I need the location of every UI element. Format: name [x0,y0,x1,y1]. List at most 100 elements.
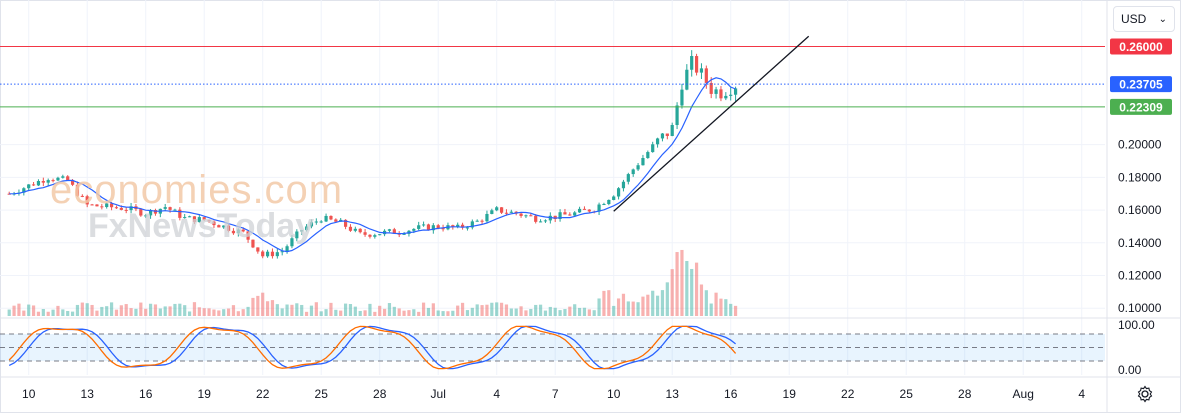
volume-bar [690,268,694,316]
candle-body [192,216,197,223]
price-level-label: 0.23705 [1119,78,1163,92]
candle-body [460,224,465,228]
candle-body [56,177,60,181]
candle-body [553,215,557,220]
x-tick-label: Aug [1013,387,1034,401]
volume-bar [202,308,206,316]
y-tick-label: 0.20000 [1118,138,1162,152]
candle-body [129,206,133,211]
volume-bar [168,306,172,316]
trendline[interactable] [613,35,810,212]
volume-bar [324,309,328,316]
volume-bar [90,304,94,316]
x-tick-label: 19 [198,387,212,401]
volume-bar [124,304,128,316]
candle-body [329,215,333,220]
candle-body [621,181,626,189]
volume-bar [402,310,406,316]
volume-bar [524,310,528,316]
volume-bar [314,302,318,316]
x-tick-label: 16 [139,387,153,401]
volume-bar [407,310,411,316]
volume-bar [348,304,353,316]
candle-body [577,208,582,213]
volume-bar [529,308,533,316]
volume-bar [724,299,728,316]
volume-bar [680,249,684,316]
volume-bar [368,303,372,316]
candle-body [114,207,119,209]
candle-body [451,225,455,228]
candle-body [685,69,689,90]
candle-body [70,180,75,185]
volume-bar [719,298,723,316]
volume-bar [538,304,543,316]
volume-bar [592,310,596,316]
volume-bar [621,293,626,316]
candle-body [353,228,357,231]
volume-bar [573,304,577,316]
candle-body [173,209,177,211]
volume-bar [685,260,689,316]
candle-body [690,56,694,70]
candle-body [319,221,323,223]
volume-bar [85,303,89,316]
volume-bar [651,290,655,316]
candle-body [426,224,431,231]
trendline-layer[interactable] [613,35,810,212]
volume-bar [295,303,299,316]
volume-bar [265,301,270,316]
candle-body [46,180,50,183]
candle-body [309,222,314,227]
volume-bar [173,303,177,316]
candle-body [178,209,182,218]
candle-body [304,226,309,231]
volume-bar [636,302,640,316]
candle-body [124,209,128,211]
candle-body [61,176,65,178]
volume-bar [373,311,377,316]
candle-body [616,188,621,197]
candle-body [499,207,504,213]
volume-bar [46,311,50,316]
volume-bar [192,302,197,316]
volume-bar [631,301,635,316]
candle-body [660,133,665,139]
gear-icon[interactable] [1136,385,1154,403]
chevron-down-icon: ⌄ [1158,13,1167,25]
volume-bar [582,307,587,316]
volume-bar [163,306,167,316]
volume-bar [207,308,211,316]
volume-bar [319,311,323,316]
volume-bar [119,305,123,316]
candle-body [641,158,645,166]
volume-bar [358,310,362,316]
volume-bar [212,309,216,316]
candle-body [265,251,270,257]
candle-body [733,88,738,95]
volume-bar [665,282,669,316]
volume-bar [470,307,474,316]
volume-bar [41,309,45,316]
candle-body [719,89,723,99]
volume-bar [729,303,733,316]
volume-bar [670,269,674,316]
volume-bar [31,305,36,316]
candle-body [495,207,499,211]
currency-dropdown[interactable]: USD ⌄ [1113,6,1175,32]
volume-bar [709,303,713,316]
y-tick-label: 0.16000 [1118,203,1162,217]
candle-body [153,209,158,214]
volume-bar [446,311,450,316]
candle-body [27,184,31,189]
volume-bar [95,310,99,316]
volume-bar [363,310,367,316]
volume-bar [343,303,348,316]
candle-body [729,94,733,96]
volume-bar [105,306,109,316]
candle-body [324,215,328,222]
volume-bar [460,302,465,316]
volume-bar [280,308,284,316]
x-tick-label: 25 [315,387,329,401]
